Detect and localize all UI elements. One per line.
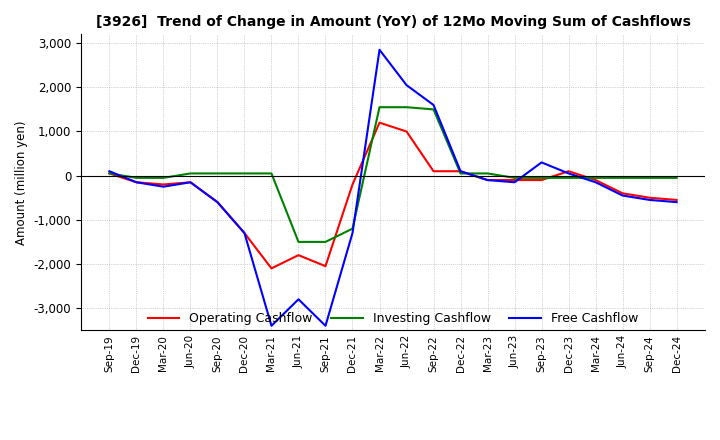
Investing Cashflow [429,107,438,112]
Operating Cashflow [105,171,114,176]
Operating Cashflow [645,195,654,200]
Investing Cashflow [483,171,492,176]
Operating Cashflow [672,197,681,202]
Operating Cashflow [132,180,140,185]
Investing Cashflow [375,105,384,110]
Investing Cashflow [564,175,573,180]
Operating Cashflow [564,169,573,174]
Operating Cashflow [348,182,357,187]
Free Cashflow [564,171,573,176]
Free Cashflow [159,184,168,189]
Investing Cashflow [618,175,627,180]
Operating Cashflow [591,177,600,183]
Operating Cashflow [240,231,249,236]
Investing Cashflow [645,175,654,180]
Operating Cashflow [294,253,303,258]
Free Cashflow [240,231,249,236]
Free Cashflow [618,193,627,198]
Y-axis label: Amount (million yen): Amount (million yen) [15,120,28,245]
Investing Cashflow [105,171,114,176]
Operating Cashflow [213,199,222,205]
Operating Cashflow [537,177,546,183]
Free Cashflow [591,180,600,185]
Investing Cashflow [672,175,681,180]
Free Cashflow [483,177,492,183]
Operating Cashflow [321,264,330,269]
Operating Cashflow [375,120,384,125]
Investing Cashflow [591,175,600,180]
Operating Cashflow [186,180,194,185]
Investing Cashflow [267,171,276,176]
Free Cashflow [672,199,681,205]
Investing Cashflow [402,105,411,110]
Title: [3926]  Trend of Change in Amount (YoY) of 12Mo Moving Sum of Cashflows: [3926] Trend of Change in Amount (YoY) o… [96,15,690,29]
Free Cashflow [348,231,357,236]
Free Cashflow [375,47,384,52]
Free Cashflow [294,297,303,302]
Operating Cashflow [618,191,627,196]
Investing Cashflow [456,171,465,176]
Free Cashflow [105,169,114,174]
Investing Cashflow [240,171,249,176]
Investing Cashflow [348,226,357,231]
Free Cashflow [321,323,330,328]
Free Cashflow [645,197,654,202]
Free Cashflow [267,323,276,328]
Investing Cashflow [213,171,222,176]
Operating Cashflow [159,182,168,187]
Line: Investing Cashflow: Investing Cashflow [109,107,677,242]
Investing Cashflow [132,175,140,180]
Free Cashflow [213,199,222,205]
Operating Cashflow [267,266,276,271]
Free Cashflow [429,103,438,108]
Operating Cashflow [429,169,438,174]
Free Cashflow [510,180,519,185]
Operating Cashflow [483,177,492,183]
Free Cashflow [132,180,140,185]
Operating Cashflow [456,169,465,174]
Operating Cashflow [510,177,519,183]
Free Cashflow [402,82,411,88]
Free Cashflow [537,160,546,165]
Line: Free Cashflow: Free Cashflow [109,50,677,326]
Operating Cashflow [402,129,411,134]
Investing Cashflow [537,175,546,180]
Investing Cashflow [294,239,303,245]
Line: Operating Cashflow: Operating Cashflow [109,123,677,268]
Free Cashflow [186,180,194,185]
Investing Cashflow [321,239,330,245]
Investing Cashflow [510,175,519,180]
Free Cashflow [456,169,465,174]
Legend: Operating Cashflow, Investing Cashflow, Free Cashflow: Operating Cashflow, Investing Cashflow, … [143,307,643,330]
Investing Cashflow [186,171,194,176]
Investing Cashflow [159,175,168,180]
